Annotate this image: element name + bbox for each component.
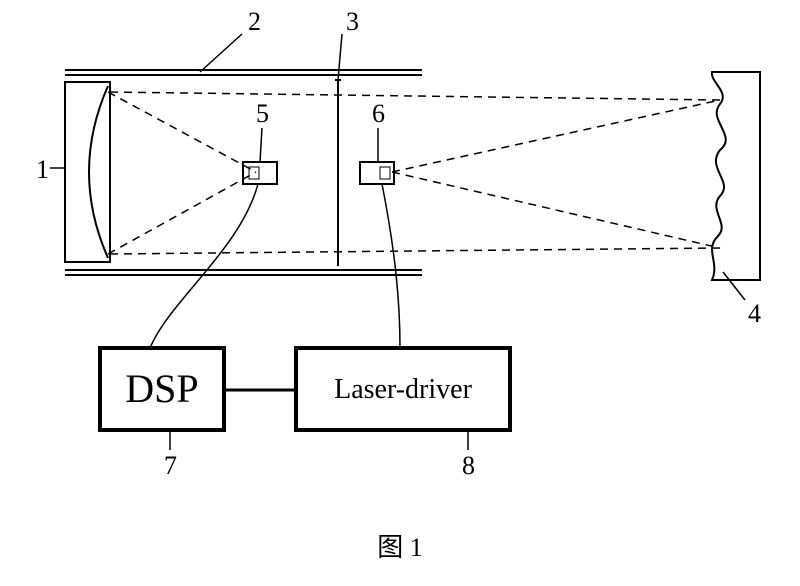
detector-block <box>243 162 277 184</box>
optical-rays <box>108 92 720 254</box>
optical-system-diagram: DSP Laser-driver 1 2 3 <box>0 0 800 586</box>
figure-caption: 图 1 <box>377 533 423 562</box>
primary-mirror-housing <box>65 82 110 262</box>
label-5: 5 <box>256 99 269 128</box>
label-4: 4 <box>748 299 761 328</box>
label-3: 3 <box>346 7 359 36</box>
laser-driver-box: Laser-driver <box>296 348 510 430</box>
secondary-mirror <box>335 80 341 266</box>
label-8: 8 <box>462 451 475 480</box>
thin-connections <box>150 184 400 348</box>
target-surface <box>712 72 760 280</box>
laser-emitter-block <box>360 162 394 184</box>
dsp-box: DSP <box>100 348 224 430</box>
label-7: 7 <box>164 451 177 480</box>
label-2: 2 <box>248 7 261 36</box>
laser-driver-label: Laser-driver <box>334 374 472 405</box>
label-6: 6 <box>372 99 385 128</box>
label-1: 1 <box>36 155 49 184</box>
dsp-label: DSP <box>125 366 198 411</box>
